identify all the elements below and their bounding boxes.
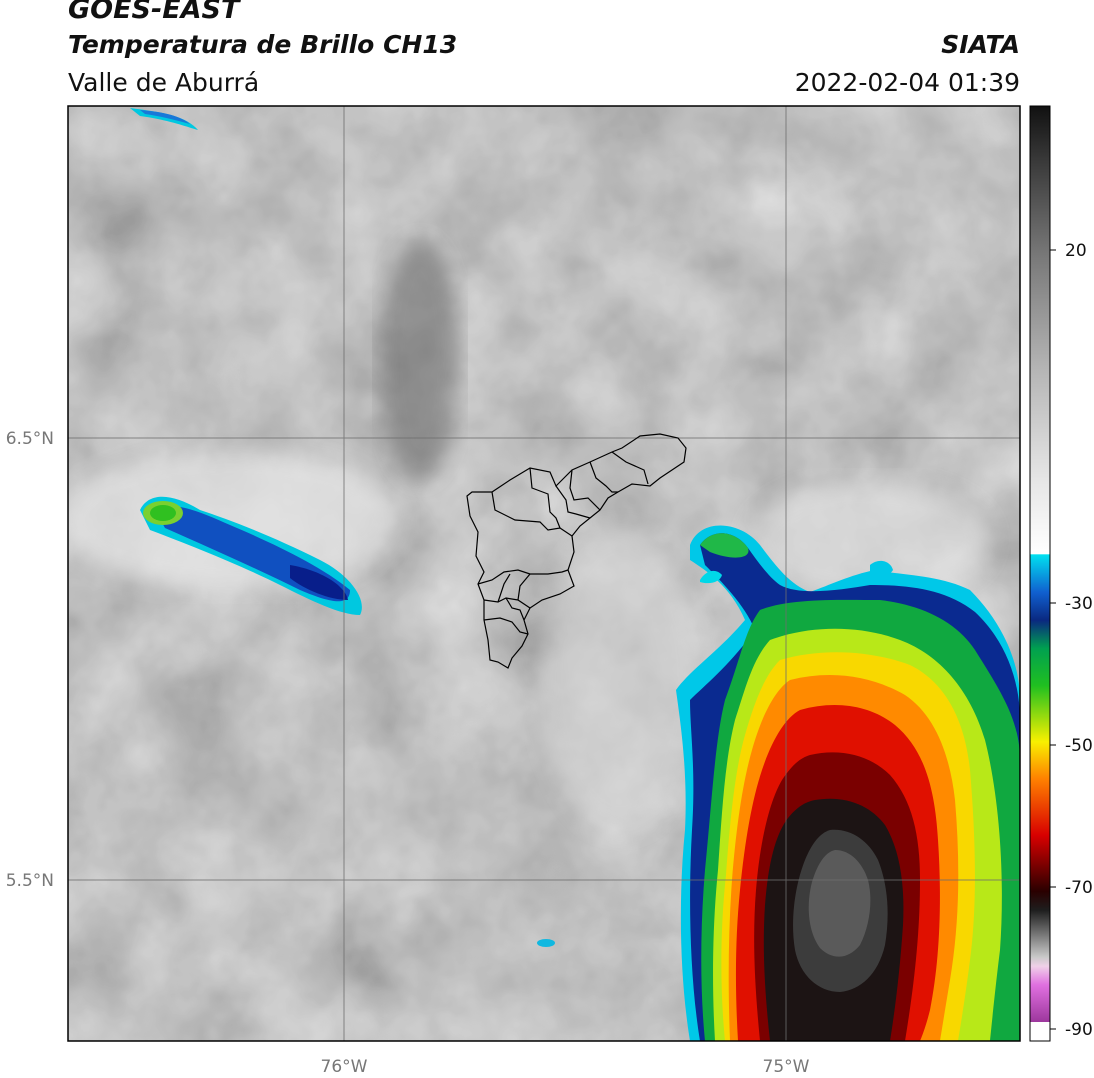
- colorbar-tick-minus50: -50: [1065, 736, 1093, 756]
- satellite-title: GOES-EAST: [68, 0, 240, 25]
- colorbar-tick-minus90: -90: [1065, 1020, 1093, 1040]
- colorbar-tick-20: 20: [1065, 241, 1087, 261]
- product-title: Temperatura de Brillo CH13: [68, 30, 458, 59]
- colorbar-scale: [1030, 106, 1050, 1041]
- colorbar-min-swatch: [1030, 1022, 1050, 1041]
- lat-label-6-5: 6.5°N: [6, 429, 54, 449]
- map-frame: [67, 105, 1021, 1042]
- colorbar-tick-minus70: -70: [1065, 878, 1093, 898]
- region-subtitle: Valle de Aburrá: [68, 68, 260, 97]
- lon-label-75w: 75°W: [763, 1057, 810, 1077]
- colorbar-tick-minus30: -30: [1065, 594, 1093, 614]
- municipal-boundaries: [466, 433, 687, 669]
- lon-label-76w: 76°W: [321, 1057, 368, 1077]
- lat-label-5-5: 5.5°N: [6, 871, 54, 891]
- graticule: [68, 106, 1020, 1041]
- source-label: SIATA: [941, 30, 1020, 59]
- timestamp-label: 2022-02-04 01:39: [794, 68, 1020, 97]
- colorbar: 20 -30 -50 -70 -90: [1029, 105, 1093, 1042]
